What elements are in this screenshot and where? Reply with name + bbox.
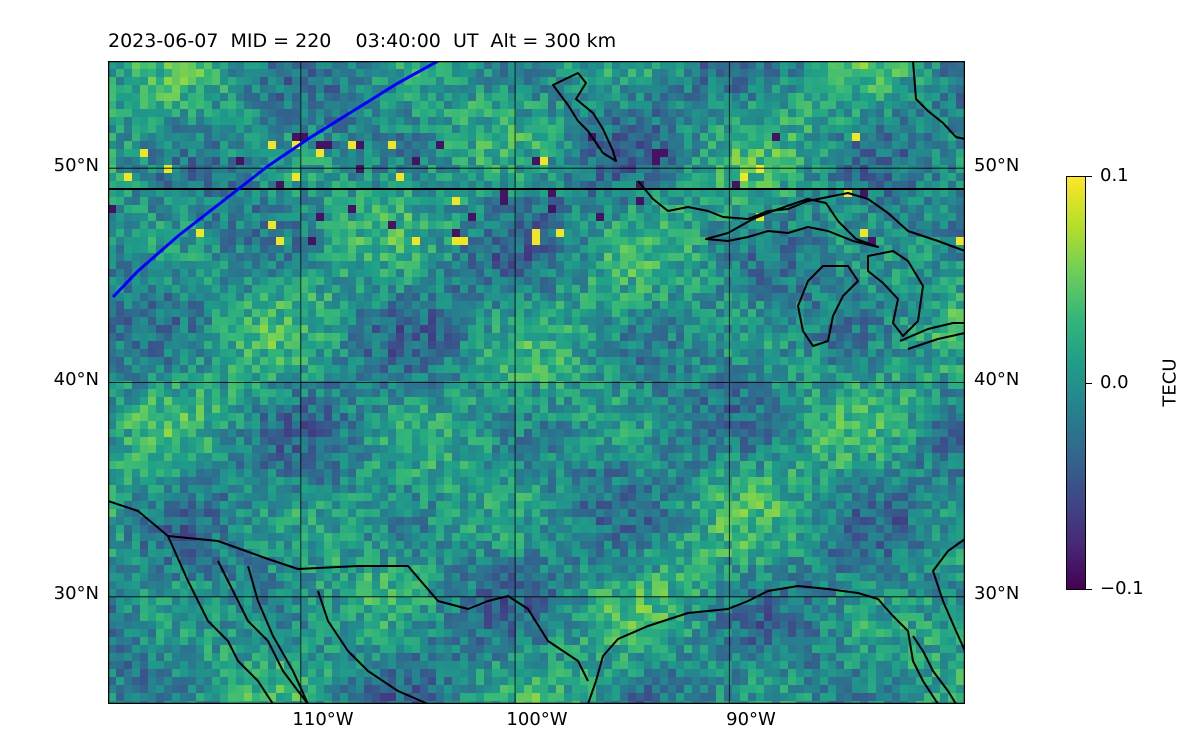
lake-michigan — [797, 265, 859, 347]
lat-label-50-left: 50°N — [53, 155, 99, 176]
lon-label-100w: 100°W — [506, 709, 568, 730]
colorbar-label-min: −0.1 — [1100, 578, 1144, 599]
gulf-coast — [587, 585, 939, 704]
map-gridlines — [108, 61, 965, 704]
east-coast — [932, 538, 965, 652]
colorbar-tick-max — [1086, 176, 1092, 177]
lat-label-50-right: 50°N — [974, 155, 1020, 176]
lake-erie-ontario — [899, 322, 965, 350]
satellite-ground-track — [111, 61, 439, 299]
figure-title: 2023-06-07 MID = 220 03:40:00 UT Alt = 3… — [108, 30, 617, 52]
great-lakes-coast — [637, 180, 965, 252]
colorbar — [1066, 176, 1086, 590]
lake-huron — [867, 250, 924, 337]
coastlines — [108, 61, 965, 704]
colorbar-label-zero: 0.0 — [1100, 372, 1129, 393]
colorbar-title: TECU — [1159, 358, 1181, 407]
colorbar-tick-zero — [1086, 383, 1092, 384]
lon-label-90w: 90°W — [726, 709, 776, 730]
hudson-bay-coast — [552, 72, 617, 162]
map-panel — [108, 61, 965, 704]
northeast-coast — [912, 61, 965, 140]
lat-label-40-right: 40°N — [974, 369, 1020, 390]
us-mexico-border — [108, 500, 589, 682]
lat-label-40-left: 40°N — [53, 369, 99, 390]
lon-label-110w: 110°W — [292, 709, 354, 730]
colorbar-tick-min — [1086, 589, 1092, 590]
lat-label-30-left: 30°N — [53, 583, 99, 604]
baja-california — [167, 535, 309, 704]
lake-superior — [705, 198, 879, 248]
map-frame — [108, 61, 965, 704]
mexico-west-coast — [317, 590, 429, 704]
map-canvas — [108, 61, 965, 704]
lat-label-30-right: 30°N — [974, 583, 1020, 604]
colorbar-label-max: 0.1 — [1100, 165, 1129, 186]
florida-coast — [912, 635, 957, 704]
